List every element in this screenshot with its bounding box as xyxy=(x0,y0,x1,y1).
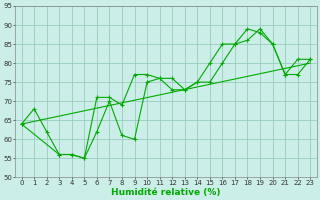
X-axis label: Humidité relative (%): Humidité relative (%) xyxy=(111,188,220,197)
